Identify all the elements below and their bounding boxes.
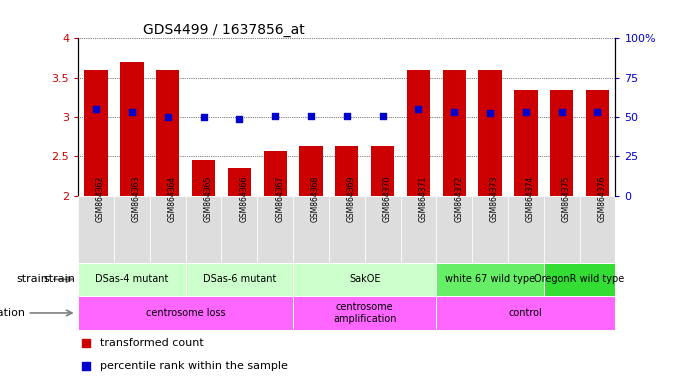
Point [81,340,92,346]
Text: centrosome
amplification: centrosome amplification [333,302,396,324]
Bar [544,196,579,263]
Point [234,116,245,122]
Point [90,106,101,113]
Text: strain: strain [43,274,75,285]
Bar [371,146,394,196]
Bar [550,89,573,196]
Bar [479,70,502,196]
Point [377,113,388,119]
Text: GSM864366: GSM864366 [239,176,248,222]
Bar [472,196,508,263]
Bar [156,70,180,196]
Point [163,114,173,120]
Text: transformed count: transformed count [100,338,203,348]
Bar [78,263,186,296]
Bar [299,146,322,196]
Text: GSM864369: GSM864369 [347,176,356,222]
Text: control: control [509,308,543,318]
Bar [293,196,329,263]
Point [485,110,496,116]
Bar [257,196,293,263]
Bar [264,151,287,196]
Point [592,109,603,115]
Bar [335,146,358,196]
Text: centrosome loss: centrosome loss [146,308,226,318]
Text: GSM864364: GSM864364 [168,176,177,222]
Bar [120,62,143,196]
Bar [114,196,150,263]
Bar [508,196,544,263]
Text: SakOE: SakOE [349,274,380,285]
Bar [222,196,257,263]
Bar [329,196,364,263]
Bar [364,196,401,263]
Text: GSM864373: GSM864373 [490,176,499,222]
Text: GDS4499 / 1637856_at: GDS4499 / 1637856_at [143,23,305,37]
Bar [401,196,437,263]
Bar [293,263,437,296]
Bar [84,70,107,196]
Point [520,109,531,115]
Text: GSM864376: GSM864376 [598,176,607,222]
Bar [407,70,430,196]
Text: GSM864374: GSM864374 [526,176,535,222]
Text: GSM864363: GSM864363 [132,176,141,222]
Bar [437,196,472,263]
Point [413,106,424,113]
Point [270,113,281,119]
Point [341,113,352,119]
Text: strain: strain [16,274,48,285]
Text: genotype/variation: genotype/variation [0,308,25,318]
Bar [150,196,186,263]
Text: OregonR wild type: OregonR wild type [534,274,625,285]
Bar [293,296,437,330]
Point [305,113,316,119]
Text: GSM864375: GSM864375 [562,176,571,222]
Text: GSM864371: GSM864371 [418,176,428,222]
Text: GSM864372: GSM864372 [454,176,463,222]
Bar [586,89,609,196]
Bar [437,263,544,296]
Bar [192,161,215,196]
Text: GSM864370: GSM864370 [383,176,392,222]
Point [81,363,92,369]
Bar [78,196,114,263]
Bar [514,89,537,196]
Bar [78,296,293,330]
Text: GSM864365: GSM864365 [203,176,213,222]
Bar [544,263,615,296]
Text: DSas-6 mutant: DSas-6 mutant [203,274,276,285]
Text: GSM864367: GSM864367 [275,176,284,222]
Point [449,109,460,115]
Bar [228,168,251,196]
Bar [186,196,222,263]
Text: DSas-4 mutant: DSas-4 mutant [95,274,169,285]
Text: GSM864368: GSM864368 [311,176,320,222]
Text: GSM864362: GSM864362 [96,176,105,222]
Bar [443,70,466,196]
Bar [579,196,615,263]
Point [198,114,209,120]
Point [556,109,567,115]
Point [126,109,137,115]
Bar [186,263,293,296]
Text: white 67 wild type: white 67 wild type [445,274,535,285]
Bar [437,296,615,330]
Text: percentile rank within the sample: percentile rank within the sample [100,361,288,371]
